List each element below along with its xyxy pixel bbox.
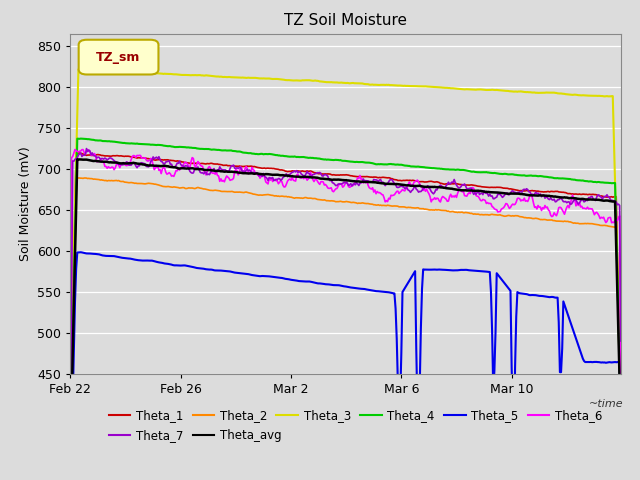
Theta_1 <box>72 150 80 156</box>
Theta_4 <box>77 136 84 142</box>
Theta_6 <box>568 197 575 203</box>
Line: Theta_avg: Theta_avg <box>70 159 621 452</box>
Theta_3 <box>568 92 575 98</box>
Theta_5 <box>300 278 307 284</box>
Theta_3 <box>75 66 83 72</box>
Theta_1 <box>402 178 410 183</box>
Line: Theta_2: Theta_2 <box>70 178 621 461</box>
Theta_1 <box>568 191 575 197</box>
Line: Theta_1: Theta_1 <box>70 153 621 448</box>
Theta_5 <box>402 284 410 289</box>
Text: ~time: ~time <box>589 399 623 409</box>
Theta_3 <box>376 82 383 88</box>
Line: Theta_4: Theta_4 <box>70 139 621 442</box>
Theta_4 <box>300 154 307 160</box>
Theta_avg <box>472 188 480 193</box>
Theta_2 <box>239 190 246 195</box>
Theta_5 <box>376 288 383 294</box>
Theta_3 <box>472 87 480 93</box>
Theta_avg <box>568 195 575 201</box>
Theta_6 <box>71 146 79 152</box>
Theta_7 <box>300 173 307 179</box>
FancyBboxPatch shape <box>79 40 159 74</box>
Theta_4 <box>402 163 410 168</box>
Theta_avg <box>402 182 410 188</box>
Theta_avg <box>617 425 625 431</box>
Theta_1 <box>67 445 74 451</box>
Theta_6 <box>402 186 410 192</box>
Legend: Theta_7, Theta_avg: Theta_7, Theta_avg <box>104 425 286 447</box>
Theta_7 <box>472 192 480 197</box>
Title: TZ Soil Moisture: TZ Soil Moisture <box>284 13 407 28</box>
Theta_2 <box>300 195 307 201</box>
Theta_4 <box>239 150 246 156</box>
Theta_1 <box>376 175 383 180</box>
Theta_6 <box>376 190 383 195</box>
Theta_6 <box>67 350 74 356</box>
Theta_5 <box>472 268 480 274</box>
Theta_4 <box>472 169 480 175</box>
Theta_1 <box>300 168 307 174</box>
Theta_2 <box>67 458 74 464</box>
Line: Theta_6: Theta_6 <box>70 149 621 391</box>
Theta_5 <box>239 271 246 276</box>
Theta_3 <box>300 77 307 83</box>
Theta_4 <box>376 161 383 167</box>
Theta_avg <box>74 156 81 162</box>
Theta_avg <box>376 180 383 186</box>
Theta_2 <box>617 431 625 437</box>
Theta_7 <box>568 201 575 207</box>
Theta_avg <box>67 449 74 455</box>
Theta_6 <box>300 176 307 181</box>
Line: Theta_7: Theta_7 <box>70 149 621 455</box>
Theta_4 <box>67 439 74 444</box>
Theta_2 <box>472 211 480 217</box>
Theta_7 <box>376 177 383 183</box>
Y-axis label: Soil Moisture (mV): Soil Moisture (mV) <box>19 146 32 262</box>
Theta_2 <box>74 175 81 181</box>
Line: Theta_5: Theta_5 <box>70 252 621 480</box>
Theta_3 <box>617 396 625 401</box>
Theta_7 <box>239 169 246 175</box>
Theta_5 <box>568 322 575 328</box>
Text: TZ_sm: TZ_sm <box>97 50 141 64</box>
Theta_5 <box>77 249 84 255</box>
Theta_6 <box>472 192 480 198</box>
Theta_3 <box>239 75 246 81</box>
Theta_1 <box>617 413 625 419</box>
Theta_2 <box>568 219 575 225</box>
Theta_7 <box>83 146 90 152</box>
Theta_6 <box>239 169 246 175</box>
Line: Theta_3: Theta_3 <box>70 69 621 398</box>
Theta_7 <box>402 185 410 191</box>
Theta_3 <box>402 83 410 89</box>
Theta_2 <box>402 204 410 210</box>
Theta_avg <box>300 174 307 180</box>
Theta_6 <box>617 388 625 394</box>
Theta_7 <box>617 338 625 344</box>
Theta_1 <box>472 183 480 189</box>
Theta_avg <box>239 170 246 176</box>
Theta_3 <box>67 381 74 386</box>
Theta_1 <box>239 164 246 169</box>
Theta_2 <box>376 203 383 208</box>
Theta_4 <box>617 414 625 420</box>
Theta_7 <box>67 452 74 457</box>
Theta_4 <box>568 177 575 182</box>
